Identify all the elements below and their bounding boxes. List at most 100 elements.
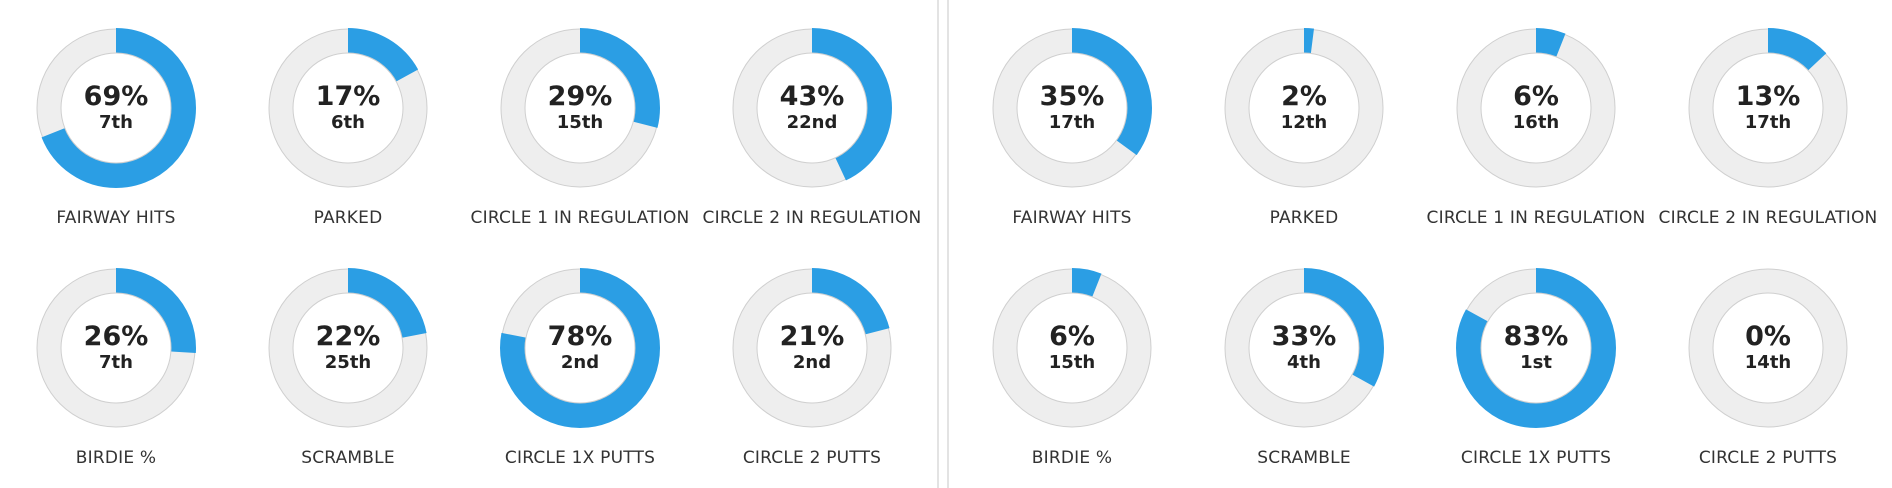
donut-progress-arc [268,268,428,428]
stat-percent: 33% [1271,321,1337,352]
stat-label: CIRCLE 1 IN REGULATION [470,208,690,228]
stat-card: 22% 25th SCRAMBLE [232,240,464,468]
donut-hole [292,52,404,164]
donut-center: 35% 17th [992,28,1152,188]
stat-card: 33% 4th SCRAMBLE [1188,240,1420,468]
stat-card: 43% 22nd CIRCLE 2 IN REGULATION [696,0,928,228]
stat-rank: 16th [1512,112,1560,133]
donut-center: 78% 2nd [500,268,660,428]
donut-progress-arc [1224,268,1384,428]
stat-rank: 1st [1520,352,1552,373]
donut-center: 6% 16th [1456,28,1616,188]
stat-label: FAIRWAY HITS [1012,208,1132,228]
donut-hole [524,292,636,404]
stat-percent: 22% [315,321,381,352]
panel-divider [936,0,956,488]
donut-svg [992,28,1152,188]
donut-svg [1456,28,1616,188]
donut-hole [1016,52,1128,164]
donut-progress-arc [1688,28,1848,188]
stat-rank: 14th [1744,352,1792,373]
donut-hole [756,292,868,404]
stat-label: SCRAMBLE [301,448,395,468]
donut-chart: 29% 15th [500,28,660,188]
stat-percent: 6% [1049,321,1095,352]
stat-rank: 4th [1287,352,1321,373]
donut-svg [268,268,428,428]
stat-card: 29% 15th CIRCLE 1 IN REGULATION [464,0,696,228]
stat-rank: 2nd [792,352,832,373]
stat-card: 83% 1st CIRCLE 1X PUTTS [1420,240,1652,468]
stat-label: CIRCLE 1 IN REGULATION [1426,208,1646,228]
donut-center: 2% 12th [1224,28,1384,188]
donut-hole [1248,52,1360,164]
stat-label: FAIRWAY HITS [56,208,176,228]
donut-hole [60,52,172,164]
donut-svg [1688,28,1848,188]
donut-chart: 6% 16th [1456,28,1616,188]
donut-progress-arc [268,28,428,188]
stat-percent: 78% [547,321,613,352]
stat-card: 35% 17th FAIRWAY HITS [956,0,1188,228]
stat-percent: 26% [83,321,149,352]
donut-center: 83% 1st [1456,268,1616,428]
donut-progress-arc [732,28,892,188]
donut-hole [60,292,172,404]
stat-card: 13% 17th CIRCLE 2 IN REGULATION [1652,0,1884,228]
donut-hole [1712,292,1824,404]
stat-card: 6% 16th CIRCLE 1 IN REGULATION [1420,0,1652,228]
stat-label: CIRCLE 2 IN REGULATION [702,208,922,228]
donut-svg [500,28,660,188]
donut-svg [1456,268,1616,428]
stats-panel-right: 35% 17th FAIRWAY HITS 2% 12th PARKED 6% 16th CIR… [956,0,1892,488]
stat-rank: 2nd [560,352,600,373]
donut-progress-arc [36,268,196,428]
donut-hole [1016,292,1128,404]
donut-progress-arc [1456,268,1616,428]
stat-percent: 0% [1745,321,1791,352]
stat-rank: 7th [99,112,133,133]
donut-progress-arc [992,28,1152,188]
donut-svg [732,268,892,428]
donut-chart: 0% 14th [1688,268,1848,428]
stat-rank: 6th [331,112,365,133]
stat-rank: 12th [1280,112,1328,133]
donut-svg [992,268,1152,428]
donut-svg [36,268,196,428]
donut-progress-arc [1456,28,1616,188]
donut-chart: 69% 7th [36,28,196,188]
donut-chart: 83% 1st [1456,268,1616,428]
stat-rank: 15th [1048,352,1096,373]
donut-center: 0% 14th [1688,268,1848,428]
donut-progress-arc [500,28,660,188]
stat-label: CIRCLE 2 PUTTS [742,448,882,468]
stat-card: 26% 7th BIRDIE % [0,240,232,468]
donut-hole [756,52,868,164]
stat-percent: 21% [779,321,845,352]
donut-chart: 17% 6th [268,28,428,188]
donut-svg [36,28,196,188]
donut-chart: 2% 12th [1224,28,1384,188]
donut-hole [292,292,404,404]
donut-center: 29% 15th [500,28,660,188]
donut-center: 17% 6th [268,28,428,188]
stat-card: 2% 12th PARKED [1188,0,1420,228]
stat-rank: 22nd [786,112,838,133]
stat-rank: 25th [324,352,372,373]
stat-label: SCRAMBLE [1257,448,1351,468]
donut-chart: 13% 17th [1688,28,1848,188]
stat-label: CIRCLE 1X PUTTS [1460,448,1612,468]
donut-chart: 78% 2nd [500,268,660,428]
stat-percent: 35% [1039,81,1105,112]
donut-svg [1688,268,1848,428]
donut-svg [500,268,660,428]
donut-center: 22% 25th [268,268,428,428]
stat-card: 78% 2nd CIRCLE 1X PUTTS [464,240,696,468]
donut-chart: 22% 25th [268,268,428,428]
donut-progress-arc [36,28,196,188]
donut-svg [268,28,428,188]
donut-center: 6% 15th [992,268,1152,428]
donut-center: 26% 7th [36,268,196,428]
donut-center: 43% 22nd [732,28,892,188]
stat-rank: 17th [1048,112,1096,133]
